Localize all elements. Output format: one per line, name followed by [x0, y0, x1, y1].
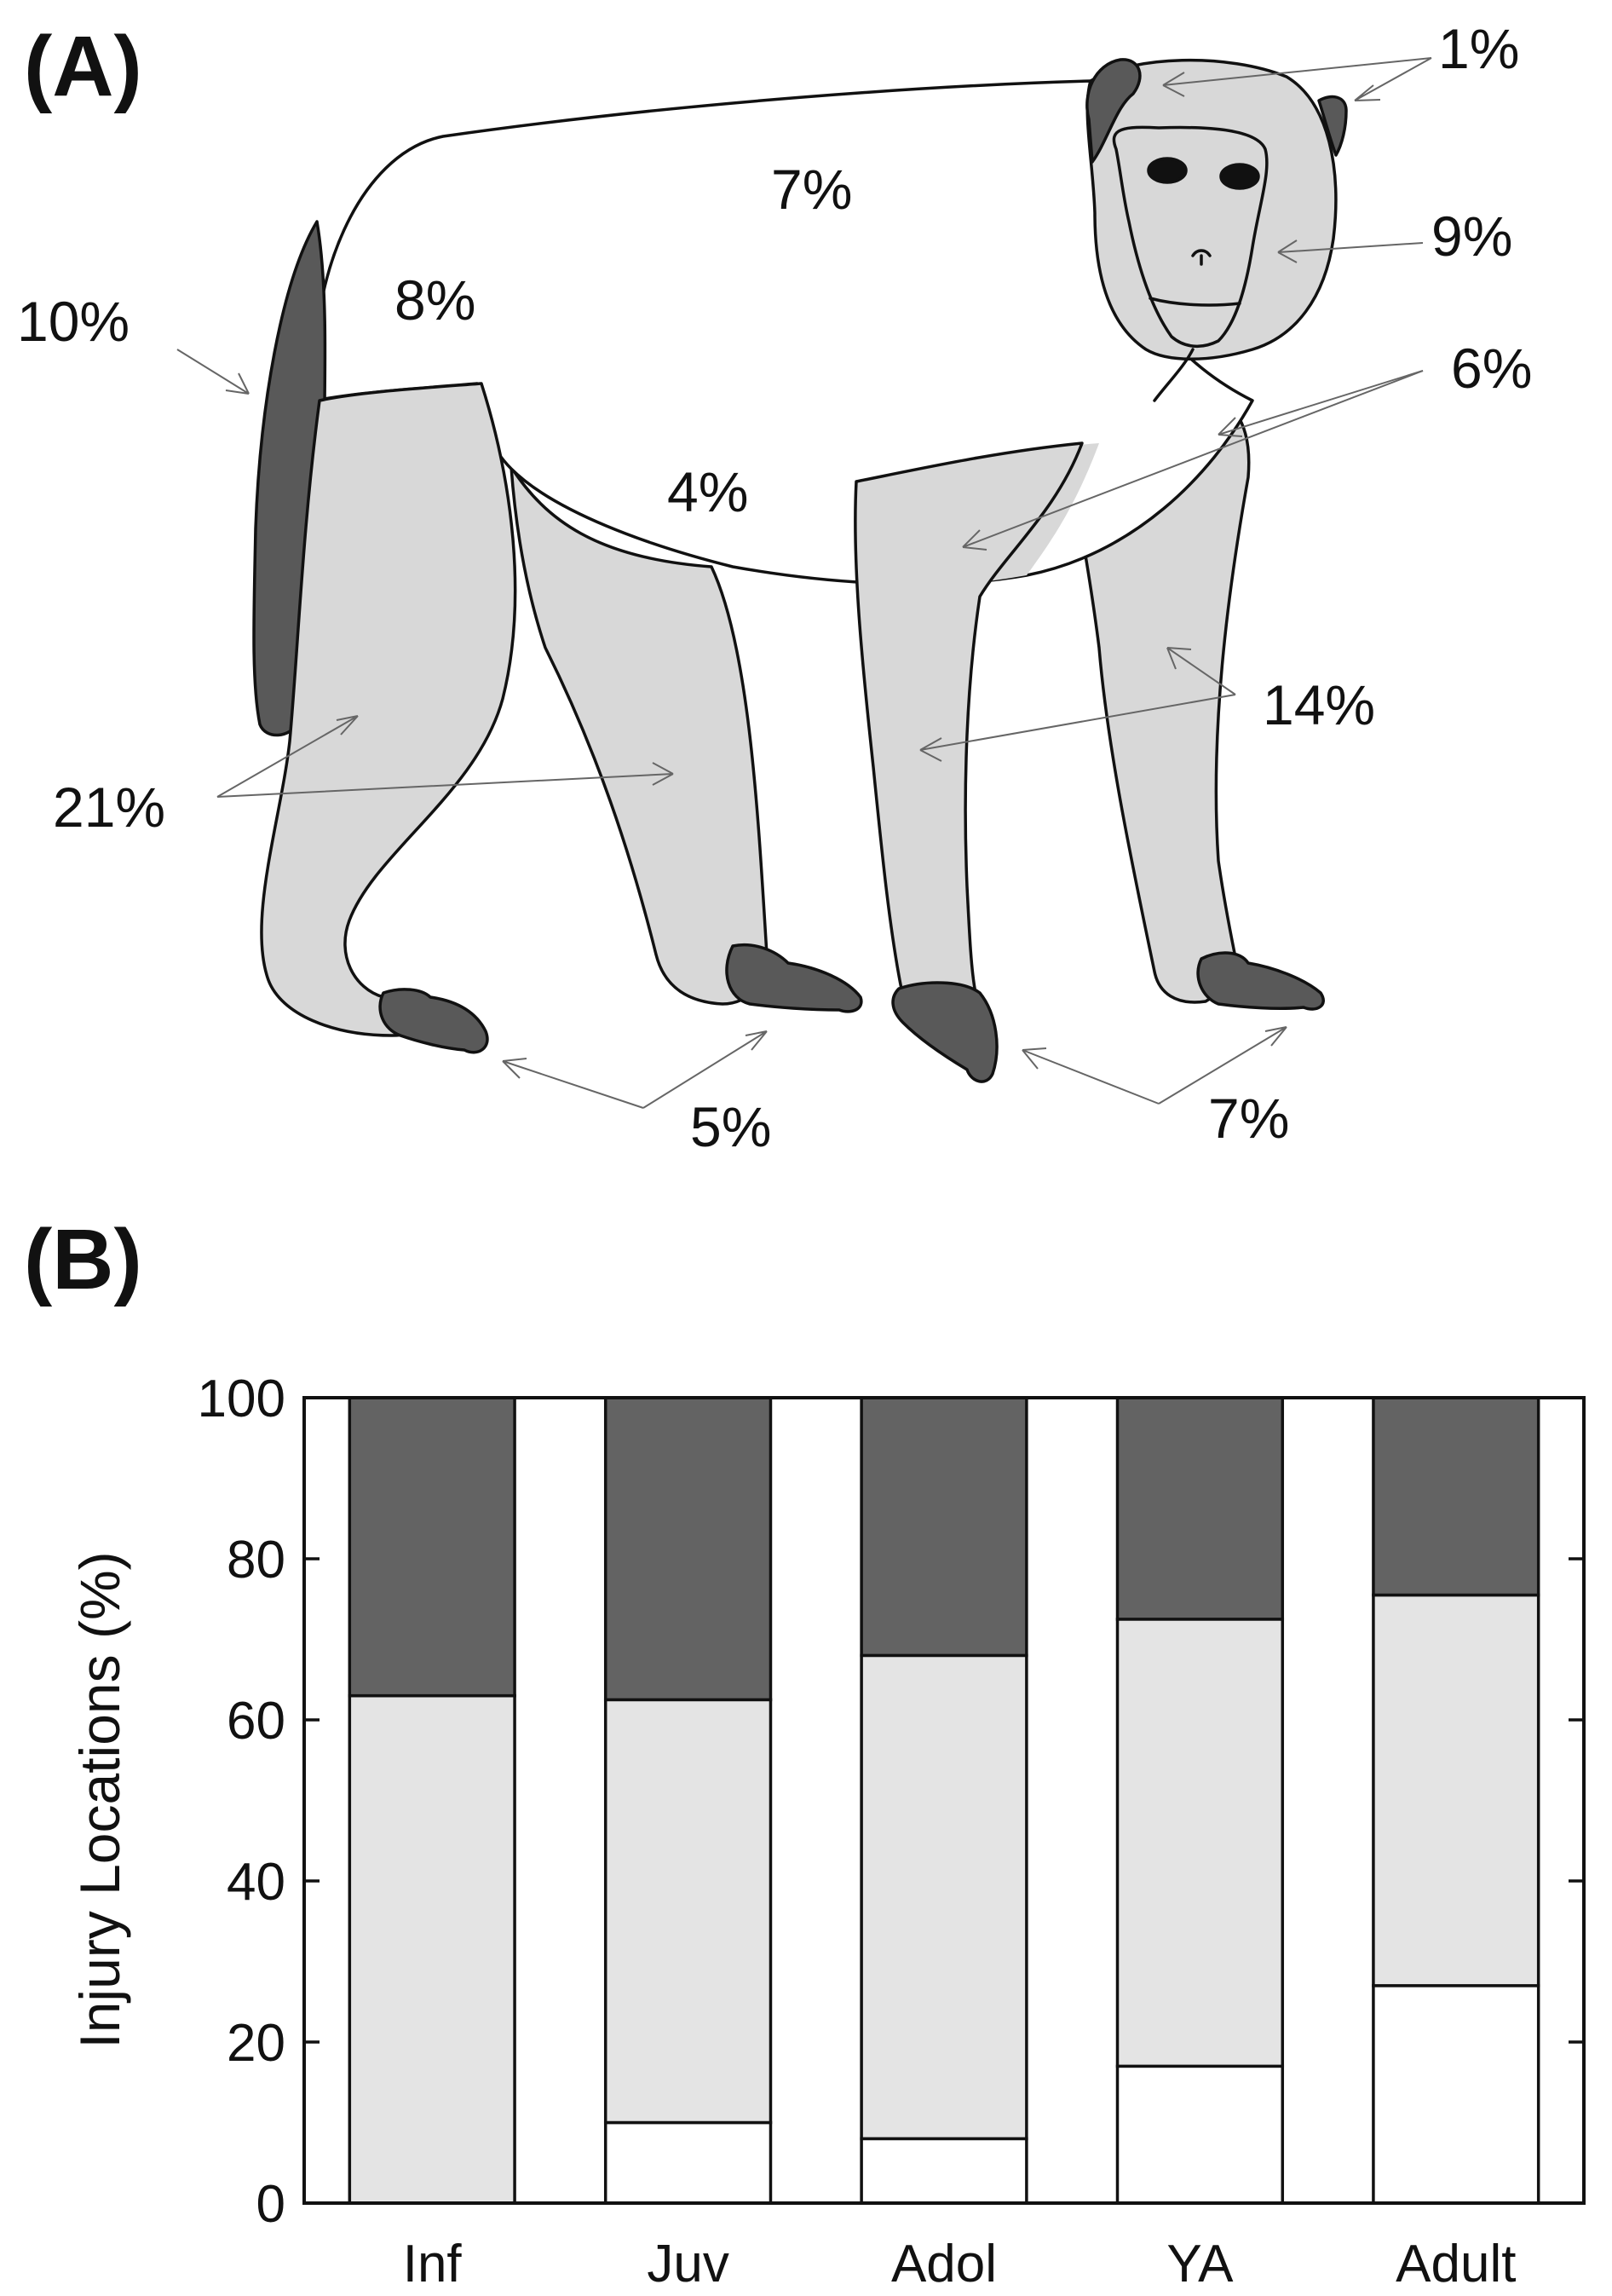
label-flank: 8%: [394, 268, 475, 332]
label-shoulder-forearm: 6%: [1451, 337, 1532, 400]
bar-ya-segment-2: [1115, 1396, 1285, 1621]
macaque-body-map: [252, 58, 1348, 1083]
label-ears: 1%: [1438, 17, 1519, 80]
fore-hand-back: [1196, 951, 1325, 1011]
label-tail: 10%: [17, 290, 130, 353]
bar-juv-segment-0: [603, 2120, 773, 2205]
x-tick-label-adol: Adol: [891, 2235, 997, 2293]
label-forelegs: 14%: [1263, 673, 1375, 736]
bar-juv-segment-1: [603, 1698, 773, 2125]
mouth: [1149, 297, 1241, 307]
arrows: [176, 57, 1432, 1109]
x-tick-label-adult: Adult: [1396, 2235, 1516, 2293]
y-axis-label: Injury Locations (%): [68, 1551, 131, 2048]
bar-adol-segment-1: [860, 1653, 1028, 2141]
bar-adult-segment-1: [1372, 1593, 1540, 1987]
fore-leg-front: [854, 441, 1084, 999]
fore-hand-front: [891, 981, 999, 1083]
label-belly: 4%: [667, 460, 748, 523]
bar-juv-segment-2: [603, 1396, 773, 1702]
bars: [348, 1396, 1540, 2205]
plot-frame: [302, 1396, 1586, 2205]
y-tick-label-0: 0: [256, 2175, 285, 2234]
bar-adol-segment-2: [860, 1396, 1028, 1658]
label-back: 7%: [771, 158, 852, 221]
label-face: 9%: [1431, 205, 1512, 268]
panel-a-label: (A): [24, 19, 142, 114]
y-tick-label-60: 60: [227, 1692, 285, 1751]
x-tick-label-ya: YA: [1166, 2235, 1234, 2293]
hind-foot-front: [378, 988, 489, 1054]
bar-ya-segment-1: [1115, 1618, 1285, 2068]
hind-leg-back: [510, 465, 769, 1006]
y-ticks: 0 20 40 60 80 100: [198, 1370, 1584, 2234]
ear-right: [1317, 95, 1348, 157]
ear-left: [1085, 58, 1142, 164]
bar-adult-segment-2: [1372, 1396, 1540, 1597]
chin-line: [1153, 348, 1195, 402]
eye-right: [1219, 163, 1260, 190]
label-fore-hands: 7%: [1208, 1087, 1289, 1150]
y-tick-label-20: 20: [227, 2014, 285, 2073]
label-hind-feet: 5%: [690, 1095, 771, 1158]
eye-left: [1147, 157, 1188, 184]
bar-adol-segment-0: [860, 2137, 1028, 2205]
y-tick-label-100: 100: [198, 1370, 285, 1428]
bar-inf-segment-1: [348, 1693, 516, 2205]
y-tick-label-80: 80: [227, 1531, 285, 1589]
bar-adult-segment-0: [1372, 1984, 1540, 2205]
stacked-bar-chart: 0 20 40 60 80 100 Inf Juv Adol YA Adult Injury Lo…: [68, 1370, 1586, 2293]
x-ticks: Inf Juv Adol YA Adult: [403, 2235, 1517, 2293]
hind-foot-back: [725, 943, 863, 1013]
panel-b-label: (B): [24, 1212, 142, 1307]
bar-inf-segment-2: [348, 1396, 516, 1698]
x-tick-label-inf: Inf: [403, 2235, 463, 2293]
label-hindlegs: 21%: [53, 776, 165, 839]
bar-ya-segment-0: [1115, 2064, 1285, 2205]
nose: [1191, 249, 1212, 266]
x-tick-label-juv: Juv: [647, 2235, 728, 2293]
body-labels: 1% 7% 9% 8% 10% 6% 4% 14% 21% 5% 7%: [17, 17, 1532, 1158]
y-tick-label-40: 40: [227, 1853, 285, 1912]
